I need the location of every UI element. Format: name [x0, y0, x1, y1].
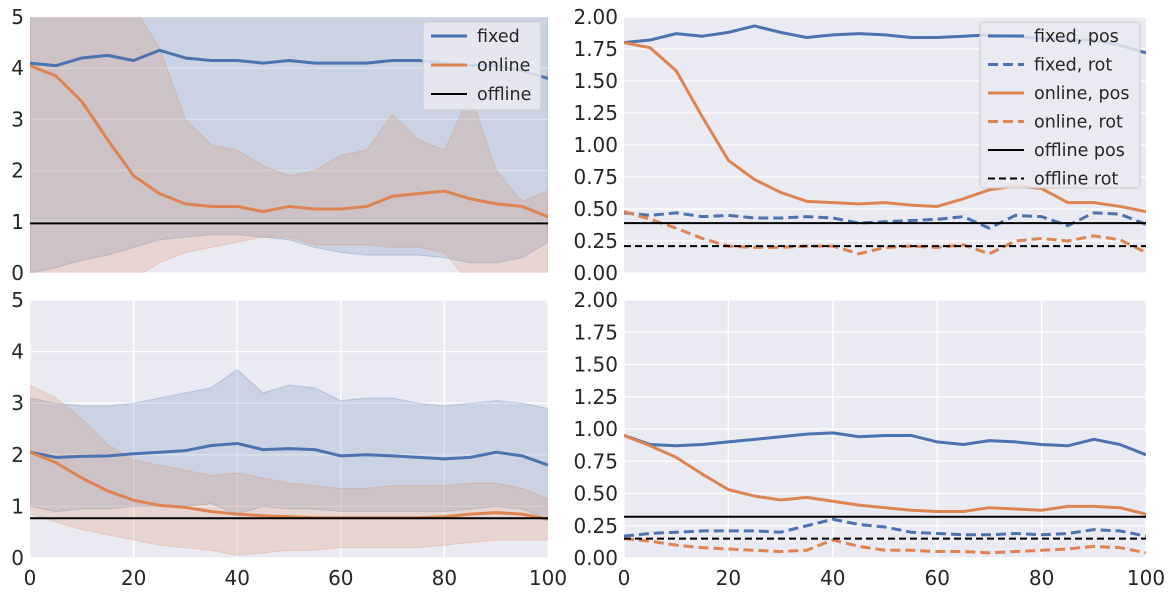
legend-label: offline rot — [1034, 170, 1118, 190]
legend-label: online, pos — [1034, 84, 1129, 104]
x-tick-label: 40 — [224, 566, 249, 590]
y-tick-label: 0.25 — [573, 229, 618, 253]
x-tick-label: 60 — [328, 566, 353, 590]
y-tick-label: 1.25 — [573, 385, 618, 409]
legend-label: fixed, rot — [1034, 56, 1112, 76]
y-tick-label: 5 — [11, 288, 24, 312]
y-tick-label: 1 — [11, 210, 24, 234]
panel-bottom-right: 0.00 0.25 0.50 0.75 1.00 1.25 1.50 1.75 2.00 0 20 4… — [573, 288, 1165, 590]
series-online, rot — [624, 537, 1146, 555]
y-tick-label: 0 — [11, 546, 24, 570]
legend-label: online, rot — [1034, 113, 1123, 133]
legend: fixed, pos fixed, rot online, pos online, r… — [979, 21, 1141, 190]
x-tick-label: 20 — [716, 566, 741, 590]
series-online, pos — [624, 434, 1146, 516]
x-tick-label: 60 — [924, 566, 949, 590]
legend-box — [422, 21, 542, 111]
y-tick-label: 1.50 — [573, 69, 618, 93]
y-tick-label: 2 — [11, 443, 24, 467]
y-tick-label: 2.00 — [573, 5, 618, 29]
y-tick-label: 3 — [11, 107, 24, 131]
y-tick-label: 3 — [11, 391, 24, 415]
y-tick-label: 4 — [11, 56, 24, 80]
legend: fixed online offline — [422, 21, 542, 111]
plot-series — [624, 431, 1146, 555]
panel-top-right: 0.00 0.25 0.50 0.75 1.00 1.25 1.50 1.75 2.00 fixe… — [573, 5, 1146, 285]
x-tick-label: 20 — [121, 566, 146, 590]
legend-label: offline pos — [1034, 141, 1125, 161]
x-tick-label: 80 — [1029, 566, 1054, 590]
y-tick-label: 1.25 — [573, 101, 618, 125]
series-fixed, pos — [624, 431, 1146, 457]
y-tick-label: 1.75 — [573, 37, 618, 61]
series-online — [30, 64, 548, 219]
legend-label: fixed — [477, 27, 520, 47]
panel-top-left: 0 1 2 3 4 5 fixed online offline — [11, 5, 548, 285]
legend-label: online — [477, 56, 530, 76]
y-tick-label: 4 — [11, 340, 24, 364]
x-tick-label: 100 — [529, 566, 567, 590]
y-tick-label: 0.00 — [573, 546, 618, 570]
legend-label: fixed, pos — [1034, 27, 1119, 47]
panel-bottom-left: 0 1 2 3 4 5 0 20 40 60 80 100 — [11, 288, 567, 590]
band-fixed — [30, 17, 548, 273]
y-tick-label: 2.00 — [573, 288, 618, 312]
x-tick-label: 80 — [432, 566, 457, 590]
y-tick-label: 0 — [11, 261, 24, 285]
series-online, pos — [624, 41, 1146, 214]
plot-series — [30, 369, 548, 556]
band-online — [30, 384, 548, 556]
series-fixed — [30, 441, 548, 467]
y-tick-label: 0.50 — [573, 482, 618, 506]
y-tick-label: 5 — [11, 5, 24, 29]
legend-label: offline — [477, 85, 531, 105]
y-tick-label: 1.00 — [573, 417, 618, 441]
series-online, rot — [624, 210, 1146, 256]
plot-series — [30, 17, 548, 273]
y-tick-label: 0.25 — [573, 514, 618, 538]
x-tick-label: 40 — [820, 566, 845, 590]
y-tick-label: 1.00 — [573, 133, 618, 157]
band-online — [30, 17, 548, 273]
y-tick-label: 1 — [11, 494, 24, 518]
y-tick-label: 0.00 — [573, 261, 618, 285]
y-tick-label: 0.75 — [573, 449, 618, 473]
x-tick-label: 100 — [1127, 566, 1165, 590]
y-tick-label: 0.50 — [573, 197, 618, 221]
x-tick-label: 0 — [618, 566, 631, 590]
y-tick-label: 0.75 — [573, 165, 618, 189]
y-tick-label: 1.50 — [573, 353, 618, 377]
x-tick-label: 0 — [24, 566, 37, 590]
y-tick-label: 1.75 — [573, 320, 618, 344]
series-fixed, rot — [624, 517, 1146, 538]
series-online — [30, 450, 548, 521]
y-tick-label: 2 — [11, 159, 24, 183]
